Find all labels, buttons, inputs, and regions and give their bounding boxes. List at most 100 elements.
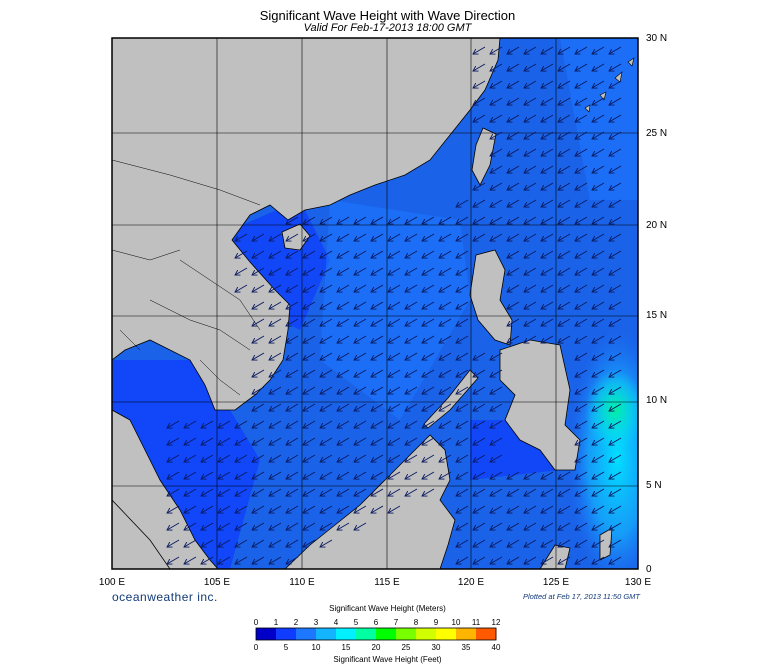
wave-direction-arrow	[439, 301, 452, 309]
wave-direction-arrow	[371, 250, 384, 258]
wave-direction-arrow	[320, 216, 333, 224]
wave-direction-arrow	[269, 352, 282, 360]
wave-direction-arrow	[354, 267, 367, 275]
wave-direction-arrow	[167, 471, 180, 479]
wave-direction-arrow	[320, 318, 333, 326]
wave-direction-arrow	[541, 165, 554, 173]
wave-direction-arrow	[507, 114, 520, 122]
wave-direction-arrow	[388, 284, 401, 292]
wave-direction-arrow	[218, 454, 231, 462]
wave-direction-arrow	[422, 301, 435, 309]
wave-direction-arrow	[558, 267, 571, 275]
wave-direction-arrow	[507, 80, 520, 88]
wave-direction-arrow	[371, 488, 384, 496]
wave-direction-arrow	[303, 403, 316, 411]
wave-direction-arrow	[354, 335, 367, 343]
wave-direction-arrow	[201, 471, 214, 479]
wave-direction-arrow	[609, 471, 622, 479]
wave-direction-arrow	[456, 369, 469, 377]
wave-direction-arrow	[558, 318, 571, 326]
wave-direction-arrow	[167, 539, 180, 547]
wave-direction-arrow	[609, 80, 622, 88]
wave-direction-arrow	[337, 488, 350, 496]
wave-direction-arrow	[269, 250, 282, 258]
wave-direction-arrow	[337, 454, 350, 462]
wave-direction-arrow	[235, 454, 248, 462]
wave-direction-arrow	[524, 233, 537, 241]
wave-direction-arrow	[558, 182, 571, 190]
wave-direction-arrow	[252, 301, 265, 309]
colorbar-feet-tick: 0	[254, 643, 259, 652]
lon-label-115: 115 E	[374, 577, 400, 588]
wave-direction-arrow	[541, 471, 554, 479]
wave-direction-arrow	[575, 97, 588, 105]
wave-direction-arrow	[235, 471, 248, 479]
wave-direction-arrow	[422, 250, 435, 258]
chart-title: Significant Wave Height with Wave Direct…	[259, 8, 516, 23]
wave-direction-arrow	[320, 403, 333, 411]
wave-direction-arrow	[320, 335, 333, 343]
wave-direction-arrow	[269, 488, 282, 496]
wave-direction-arrow	[371, 267, 384, 275]
wave-direction-arrow	[609, 505, 622, 513]
wave-direction-arrow	[371, 403, 384, 411]
wave-direction-arrow	[320, 522, 333, 530]
wave-direction-arrow	[609, 46, 622, 54]
wave-direction-arrow	[558, 199, 571, 207]
wave-direction-arrow	[524, 335, 537, 343]
wave-direction-arrow	[609, 386, 622, 394]
wave-direction-arrow	[524, 182, 537, 190]
wave-direction-arrow	[320, 437, 333, 445]
wave-direction-arrow	[541, 556, 554, 564]
colorbar-meter-tick: 0	[254, 618, 259, 627]
wave-direction-arrow	[269, 386, 282, 394]
wave-direction-arrow	[575, 250, 588, 258]
wave-direction-arrow	[592, 335, 605, 343]
wave-direction-arrow	[490, 352, 503, 360]
wave-direction-arrow	[422, 267, 435, 275]
wave-direction-arrow	[592, 454, 605, 462]
wave-direction-arrow	[405, 318, 418, 326]
lon-label-110: 110 E	[289, 577, 315, 588]
wave-direction-arrow	[269, 318, 282, 326]
lat-label-20: 20 N	[646, 220, 667, 231]
wave-direction-arrow	[524, 539, 537, 547]
wave-direction-arrow	[507, 131, 520, 139]
colorbar-meter-tick: 1	[274, 618, 279, 627]
wave-direction-arrow	[507, 233, 520, 241]
wave-direction-arrow	[524, 471, 537, 479]
wave-direction-arrow	[524, 318, 537, 326]
wave-direction-arrow	[507, 267, 520, 275]
wave-direction-arrow	[388, 488, 401, 496]
wave-direction-arrow	[609, 369, 622, 377]
wave-direction-arrow	[286, 267, 299, 275]
wave-direction-arrow	[354, 352, 367, 360]
wave-direction-arrow	[541, 148, 554, 156]
wave-direction-arrow	[490, 420, 503, 428]
wave-direction-arrow	[252, 488, 265, 496]
wave-direction-arrow	[388, 454, 401, 462]
wave-direction-arrow	[286, 420, 299, 428]
wave-direction-arrow	[405, 233, 418, 241]
wave-direction-arrow	[269, 522, 282, 530]
wave-direction-arrow	[507, 556, 520, 564]
wave-direction-arrow	[456, 250, 469, 258]
wave-direction-arrow	[405, 216, 418, 224]
wave-direction-arrow	[371, 437, 384, 445]
wave-direction-arrow	[354, 216, 367, 224]
wave-direction-arrow	[218, 420, 231, 428]
colorbar-cell	[336, 628, 357, 640]
plotted-time: Plotted at Feb 17, 2013 11:50 GMT	[523, 592, 641, 601]
wave-direction-arrow	[201, 522, 214, 530]
hainan	[281, 223, 311, 251]
asia-mainland	[112, 38, 501, 411]
wave-direction-arrow	[218, 505, 231, 513]
wave-direction-arrow	[235, 267, 248, 275]
wave-direction-arrow	[592, 216, 605, 224]
wave-direction-arrow	[286, 216, 299, 224]
wave-direction-arrow	[456, 403, 469, 411]
wave-direction-arrow	[558, 284, 571, 292]
wave-direction-arrow	[201, 437, 214, 445]
wave-direction-arrow	[303, 539, 316, 547]
wave-direction-arrow	[473, 454, 486, 462]
